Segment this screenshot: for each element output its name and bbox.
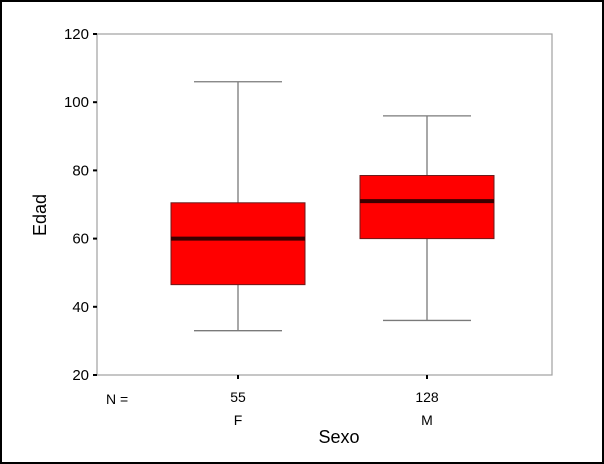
y-tick-label: 40 (72, 299, 89, 316)
y-tick-label: 100 (64, 94, 89, 111)
y-tick-label: 60 (72, 231, 89, 248)
boxes (170, 81, 495, 332)
x-category-label: M (421, 412, 433, 428)
n-count-label: 128 (415, 389, 439, 405)
x-axis-title: Sexo (318, 427, 359, 447)
y-tick-label: 80 (72, 162, 89, 179)
y-tick-label: 120 (64, 26, 89, 43)
iqr-box (359, 175, 495, 240)
y-axis-title: Edad (30, 194, 50, 236)
y-tick-label: 20 (72, 367, 89, 384)
n-count-label: 55 (230, 389, 246, 405)
box-group (170, 81, 306, 332)
y-axis: 20 40 60 80 100 120 (64, 26, 97, 384)
x-axis: 55 F 128 M (230, 375, 439, 428)
box-group (359, 115, 495, 322)
x-category-label: F (234, 412, 243, 428)
plot-area (96, 33, 553, 376)
iqr-box (170, 202, 306, 286)
n-prefix-label: N = (106, 391, 128, 407)
